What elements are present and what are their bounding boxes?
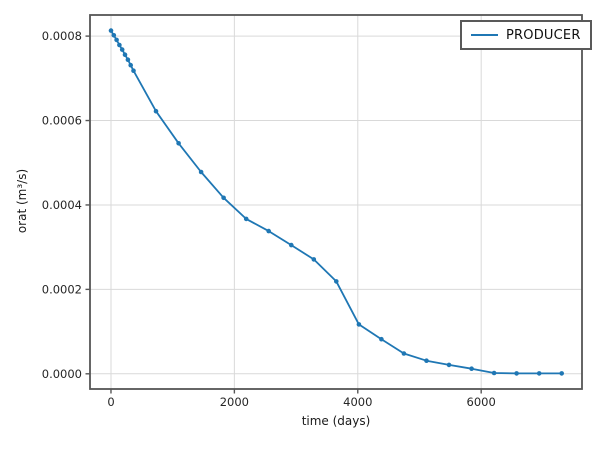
producer-data-point xyxy=(221,195,226,201)
producer-data-point xyxy=(114,37,119,43)
y-tick-label: 0.0000 xyxy=(42,367,82,381)
producer-line xyxy=(110,30,562,375)
producer-data-point xyxy=(111,33,117,38)
x-axis-label: time (days) xyxy=(301,414,371,428)
legend-line-sample-icon xyxy=(471,33,498,37)
producer-data-point xyxy=(266,228,272,234)
producer-data-point xyxy=(289,242,294,248)
producer-data-point xyxy=(108,28,114,33)
producer-data-point xyxy=(128,62,133,68)
producer-data-point xyxy=(125,57,131,62)
y-tick-label: 0.0002 xyxy=(42,282,82,296)
x-tick-label: 6000 xyxy=(467,395,496,409)
producer-data-point xyxy=(379,336,384,342)
producer-data-point xyxy=(119,47,125,52)
producer-data-point xyxy=(424,358,429,364)
producer-data-point xyxy=(311,257,317,262)
producer-data-point xyxy=(356,322,362,327)
producer-data-point xyxy=(401,351,407,356)
y-tick-label: 0.0008 xyxy=(42,29,82,43)
y-tick-label: 0.0006 xyxy=(42,114,82,128)
producer-data-point xyxy=(153,108,159,114)
x-tick-label: 0 xyxy=(107,395,114,409)
plot-border xyxy=(89,14,583,390)
producer-data-point xyxy=(122,52,128,57)
producer-data-point xyxy=(446,362,452,368)
y-axis-label: orat (m³/s) xyxy=(15,168,29,234)
producer-data-point xyxy=(117,42,122,48)
y-tick-label: 0.0004 xyxy=(42,198,82,212)
legend: PRODUCER xyxy=(460,20,592,50)
producer-data-point xyxy=(536,371,542,376)
producer-data-point xyxy=(198,169,204,175)
legend-series-label: PRODUCER xyxy=(506,27,581,43)
producer-data-point xyxy=(559,371,564,376)
producer-data-point xyxy=(243,216,249,222)
producer-data-point xyxy=(131,68,136,73)
producer-data-point xyxy=(469,366,474,372)
producer-data-point xyxy=(334,279,339,284)
producer-data-point xyxy=(514,371,519,376)
x-tick-label: 2000 xyxy=(220,395,249,409)
producer-data-point xyxy=(491,370,497,376)
x-tick-label: 4000 xyxy=(343,395,372,409)
producer-data-point xyxy=(176,141,181,146)
